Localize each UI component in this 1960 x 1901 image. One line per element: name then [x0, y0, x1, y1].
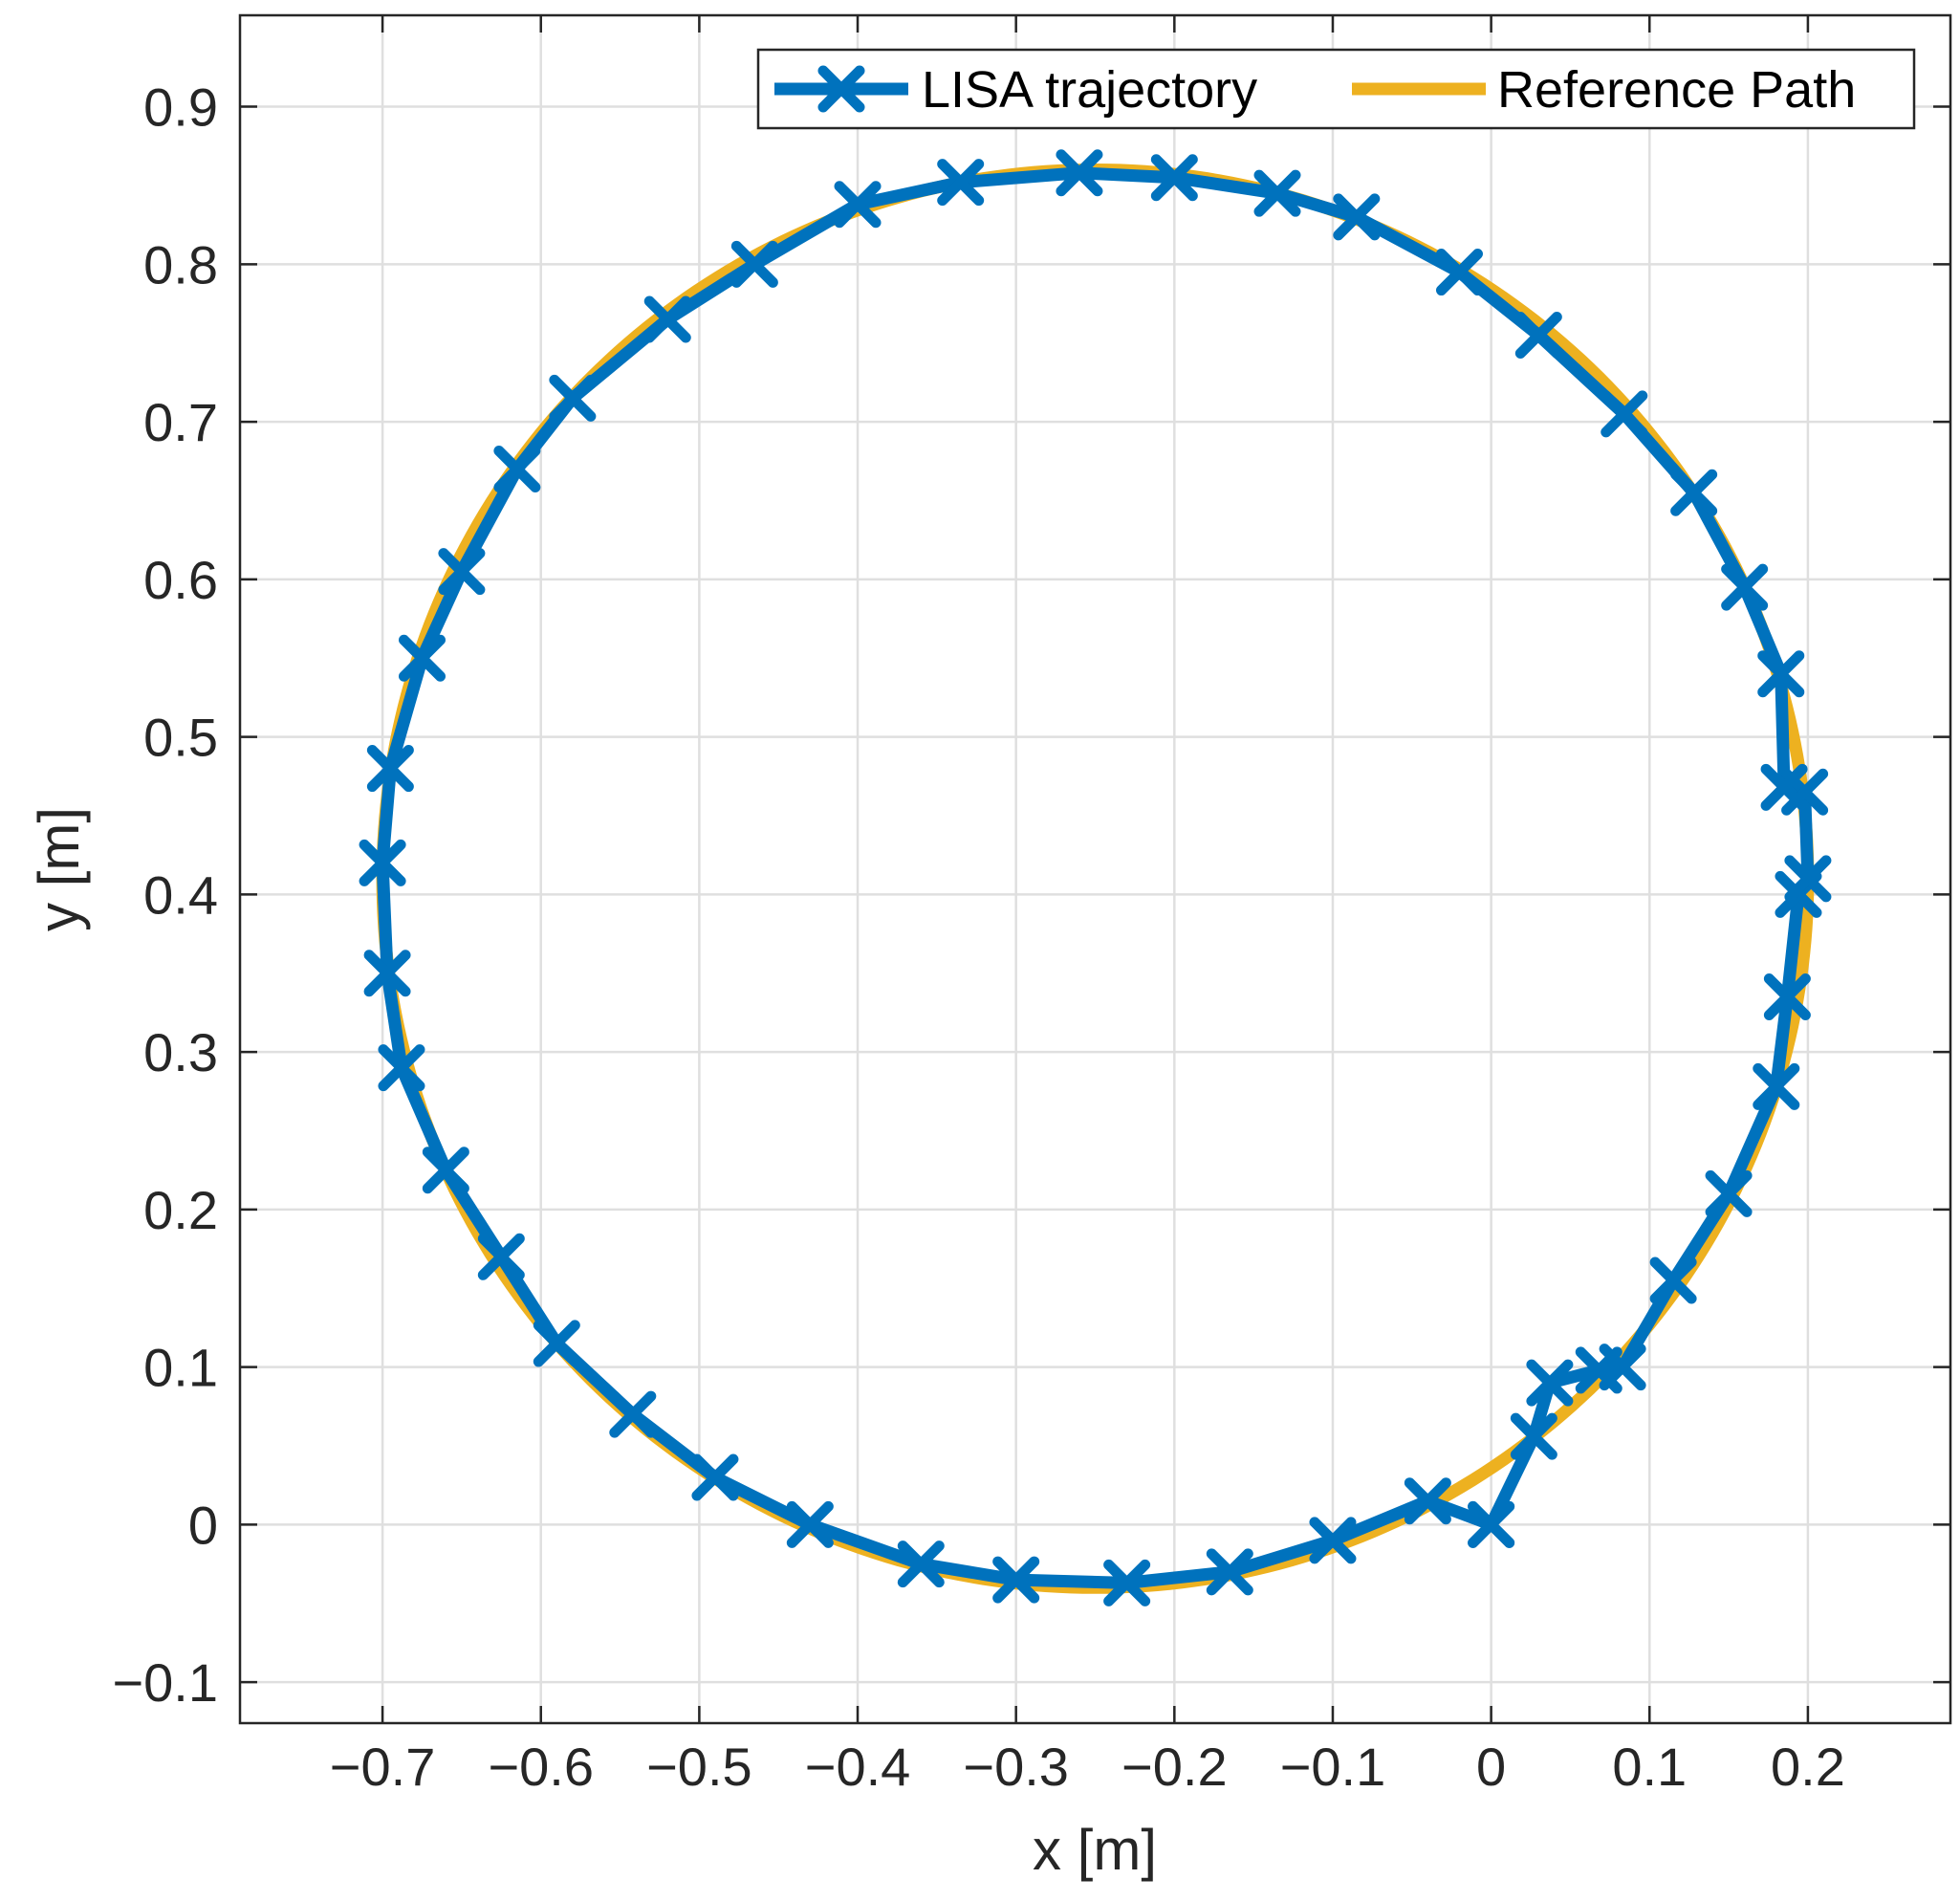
lisa-trajectory-marker — [366, 745, 414, 793]
x-tick-label: −0.1 — [1280, 1737, 1386, 1797]
y-axis-label: y [m] — [27, 807, 91, 931]
lisa-trajectory-marker — [937, 159, 985, 207]
lisa-trajectory-marker — [609, 1390, 657, 1438]
legend-entry-lisa-trajectory: LISA trajectory — [774, 61, 1257, 119]
x-tick-label: 0 — [1476, 1737, 1506, 1797]
lisa-trajectory-marker — [1253, 169, 1301, 217]
lisa-trajectory-marker — [992, 1556, 1040, 1604]
lisa-trajectory-marker — [422, 1147, 469, 1194]
lisa-trajectory-marker — [1333, 193, 1381, 241]
lisa-trajectory-marker — [363, 950, 411, 997]
y-tick-label: 0.5 — [143, 708, 218, 768]
lisa-trajectory-marker — [1753, 1062, 1800, 1110]
legend-marker-lisa — [817, 65, 865, 113]
y-tick-label: 0.9 — [143, 77, 218, 138]
y-tick-label: 0.2 — [143, 1180, 218, 1240]
lisa-trajectory-marker — [477, 1233, 525, 1280]
lisa-trajectory-marker — [1601, 390, 1648, 438]
lisa-trajectory-marker — [1757, 650, 1805, 698]
lisa-trajectory-marker — [359, 839, 406, 886]
x-tick-label: −0.5 — [646, 1737, 752, 1797]
lisa-trajectory-marker — [1763, 972, 1811, 1020]
plot-background — [240, 15, 1950, 1723]
lisa-trajectory-marker — [1150, 154, 1198, 202]
lisa-trajectory-marker — [398, 634, 446, 682]
x-tick-label: −0.6 — [488, 1737, 594, 1797]
x-tick-label: −0.2 — [1122, 1737, 1228, 1797]
lisa-trajectory-marker — [897, 1540, 945, 1588]
lisa-trajectory-marker — [1526, 1359, 1574, 1407]
y-tick-label: 0.1 — [143, 1338, 218, 1398]
lisa-trajectory-marker — [786, 1500, 834, 1548]
lisa-trajectory-marker — [730, 240, 778, 288]
y-tick-label: 0 — [188, 1495, 218, 1555]
lisa-trajectory-marker — [1670, 469, 1718, 516]
lisa-trajectory-marker — [1649, 1256, 1697, 1304]
lisa-trajectory-marker — [1468, 1500, 1515, 1548]
lisa-trajectory-marker — [1510, 1412, 1557, 1460]
x-axis-label: x [m] — [1033, 1818, 1157, 1882]
lisa-trajectory-marker — [1760, 763, 1808, 811]
lisa-trajectory-marker — [1514, 311, 1562, 359]
lisa-trajectory-line — [376, 166, 1815, 1589]
legend-entry-reference-path: Reference Path — [1352, 61, 1856, 119]
lisa-trajectory-marker — [1435, 249, 1483, 296]
lisa-trajectory-marker — [1404, 1477, 1451, 1525]
x-tick-label: −0.7 — [330, 1737, 436, 1797]
lisa-trajectory-marker — [1309, 1517, 1357, 1564]
legend-x-marker — [817, 65, 865, 113]
y-tick-label: −0.1 — [112, 1652, 218, 1713]
plot-frame — [238, 13, 1952, 1725]
legend-box — [756, 48, 1916, 130]
lisa-trajectory-marker — [1784, 855, 1832, 903]
lisa-trajectory-marker — [378, 1044, 425, 1092]
lisa-trajectory-marker — [1103, 1559, 1151, 1606]
x-tick-label: 0.1 — [1612, 1737, 1687, 1797]
x-tick-label: −0.3 — [963, 1737, 1069, 1797]
x-tick-label: −0.4 — [805, 1737, 911, 1797]
y-tick-label: 0.8 — [143, 234, 218, 295]
lisa-trajectory-marker — [1721, 563, 1769, 611]
lisa-trajectory-marker — [549, 374, 597, 422]
lisa-trajectory-marker — [1599, 1344, 1646, 1391]
ticks: −0.7 −0.6 −0.5 −0.4 −0.3 −0.2 −0.1 0 0.1 0.2 −0.1 0… — [112, 15, 1950, 1797]
lisa-trajectory-marker — [493, 446, 541, 493]
lisa-trajectory-marker — [1705, 1169, 1753, 1217]
lisa-trajectory-marker — [834, 181, 882, 229]
lisa-trajectory-marker — [643, 295, 691, 343]
lisa-trajectory-marker — [438, 548, 486, 596]
lisa-trajectory-marker — [691, 1453, 739, 1501]
series-layer — [359, 149, 1832, 1606]
legend: LISA trajectory Reference Path — [756, 48, 1916, 130]
lisa-trajectory-marker — [1056, 149, 1103, 197]
lisa-trajectory-marker — [533, 1320, 580, 1367]
y-tick-label: 0.3 — [143, 1022, 218, 1082]
legend-label-lisa: LISA trajectory — [922, 61, 1257, 119]
y-tick-label: 0.4 — [143, 864, 218, 925]
y-tick-label: 0.6 — [143, 550, 218, 610]
x-tick-label: 0.2 — [1771, 1737, 1845, 1797]
legend-label-reference: Reference Path — [1497, 61, 1856, 119]
grid — [240, 15, 1950, 1723]
lisa-trajectory-marker — [1206, 1548, 1253, 1596]
y-tick-label: 0.7 — [143, 392, 218, 452]
